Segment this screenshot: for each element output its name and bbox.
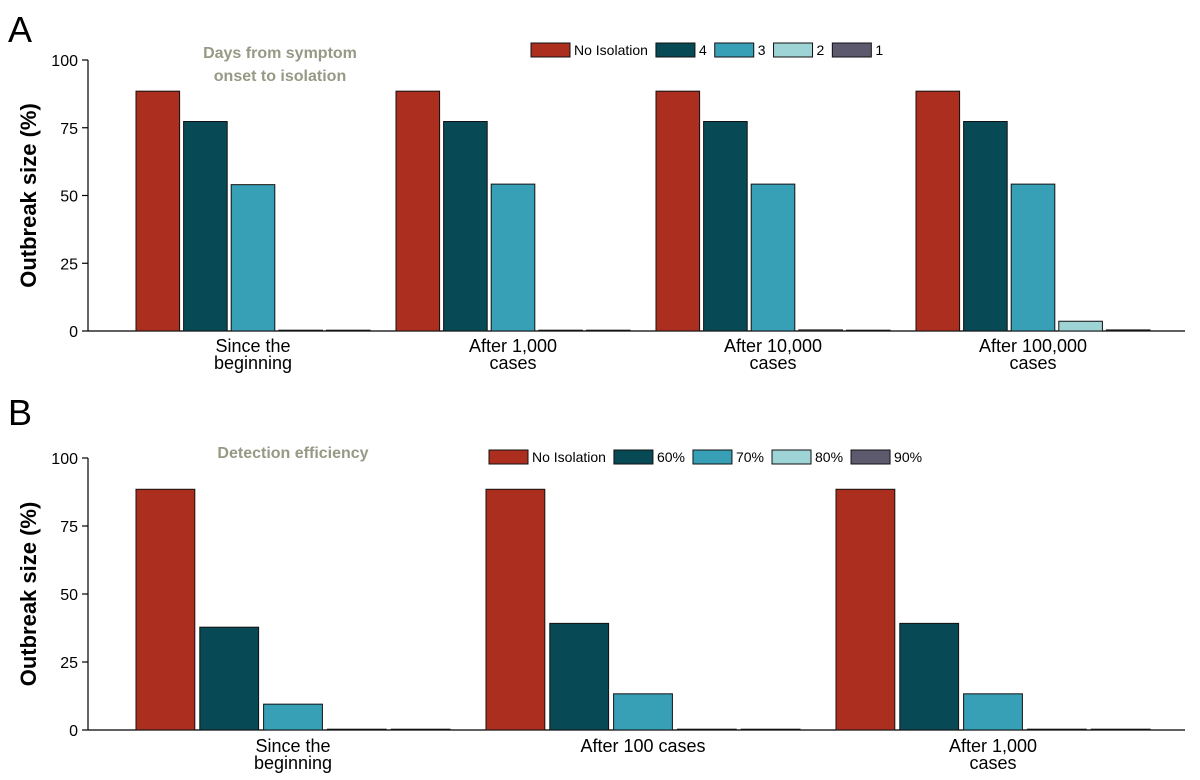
x-tick-label: After 100,000 (979, 336, 1087, 356)
legend-swatch (771, 449, 812, 465)
legend-label: 80% (815, 449, 843, 465)
panel-label: A (8, 9, 32, 50)
legend-title: onset to isolation (214, 68, 346, 85)
x-tick-label: Since the (215, 336, 290, 356)
x-tick-label: beginning (214, 353, 292, 373)
bar-0-3 (326, 728, 387, 731)
x-tick-label: After 1,000 (949, 736, 1037, 756)
legend-label: No Isolation (574, 42, 648, 58)
x-tick-label: After 1,000 (469, 336, 557, 356)
x-tick-label: cases (969, 753, 1016, 773)
y-tick-label: 50 (60, 587, 78, 604)
legend-label: 4 (699, 42, 707, 58)
bar-0-2 (230, 184, 276, 332)
legend: No Isolation 4 3 2 1 (530, 42, 883, 58)
bar-1-4 (585, 329, 631, 332)
y-tick-label: 75 (60, 121, 78, 138)
chart-panel-a: A 0 25 50 75 100 Outbreak size (%) Since thebeg… (8, 9, 1185, 373)
bar-3-1 (963, 121, 1008, 332)
bar-2-4 (1090, 728, 1151, 731)
legend-label: 70% (736, 449, 764, 465)
bar-1-1 (443, 121, 488, 332)
x-tick-label: cases (489, 353, 536, 373)
bar-2-0 (835, 488, 896, 731)
bar-0-3 (278, 329, 323, 332)
legend-swatch (613, 449, 654, 465)
bar-2-4 (845, 329, 891, 332)
y-tick-label: 25 (60, 655, 78, 672)
y-tick-label: 25 (60, 256, 78, 273)
bar-1-1 (549, 622, 610, 731)
legend-swatch (692, 449, 733, 465)
bar-0-0 (135, 488, 196, 731)
legend-swatch (850, 449, 891, 465)
bar-2-1 (899, 622, 960, 731)
legend-title: Days from symptom (203, 45, 357, 62)
legend-label: 60% (657, 449, 685, 465)
legend-label: 1 (875, 42, 883, 58)
x-tick-label: cases (749, 353, 796, 373)
legend-label: 2 (817, 42, 825, 58)
bar-0-1 (183, 121, 228, 332)
bar-0-4 (325, 329, 371, 332)
legend-label: 90% (894, 449, 922, 465)
x-tick-label: beginning (254, 753, 332, 773)
y-tick-label: 0 (69, 723, 78, 740)
legend-swatch (831, 42, 872, 58)
bar-3-3 (1058, 320, 1103, 332)
x-tick-label: Since the (255, 736, 330, 756)
legend-label: No Isolation (532, 449, 606, 465)
bar-1-3 (676, 728, 737, 731)
bar-1-4 (740, 728, 801, 731)
bar-1-2 (490, 183, 536, 332)
panel-label: B (8, 392, 32, 433)
legend-swatch (530, 42, 571, 58)
legend-title: Detection efficiency (217, 445, 368, 462)
y-tick-label: 50 (60, 189, 78, 206)
bar-3-4 (1105, 329, 1151, 332)
bar-0-2 (263, 703, 323, 731)
x-tick-label: After 10,000 (724, 336, 822, 356)
y-axis-title: Outbreak size (%) (16, 502, 41, 687)
legend: No Isolation 60% 70% 80% 90% (488, 449, 922, 465)
chart-panel-b: B 0 25 50 75 100 Outbreak size (%) Since thebeg… (8, 392, 1185, 773)
y-tick-label: 75 (60, 519, 78, 536)
bar-0-4 (390, 728, 451, 731)
x-tick-label: cases (1009, 353, 1056, 373)
bar-2-3 (798, 329, 843, 332)
y-tick-label: 0 (69, 324, 78, 341)
bar-1-2 (613, 693, 673, 731)
bar-2-3 (1026, 728, 1087, 731)
bar-0-1 (199, 626, 260, 731)
bar-3-2 (1010, 183, 1056, 332)
bar-1-0 (485, 488, 546, 731)
y-tick-label: 100 (51, 451, 78, 468)
bar-2-1 (703, 121, 748, 332)
bar-2-2 (963, 693, 1023, 731)
bar-0-0 (135, 90, 181, 332)
bar-2-0 (655, 90, 701, 332)
y-tick-label: 100 (51, 53, 78, 70)
legend-swatch (488, 449, 529, 465)
legend-label: 3 (758, 42, 766, 58)
legend-swatch (714, 42, 755, 58)
x-tick-label: After 100 cases (580, 736, 705, 756)
bar-1-3 (538, 329, 583, 332)
legend-swatch (773, 42, 814, 58)
bar-3-0 (915, 90, 961, 332)
bar-1-0 (395, 90, 441, 332)
y-axis-title: Outbreak size (%) (16, 103, 41, 288)
bar-2-2 (750, 183, 796, 332)
legend-swatch (655, 42, 696, 58)
